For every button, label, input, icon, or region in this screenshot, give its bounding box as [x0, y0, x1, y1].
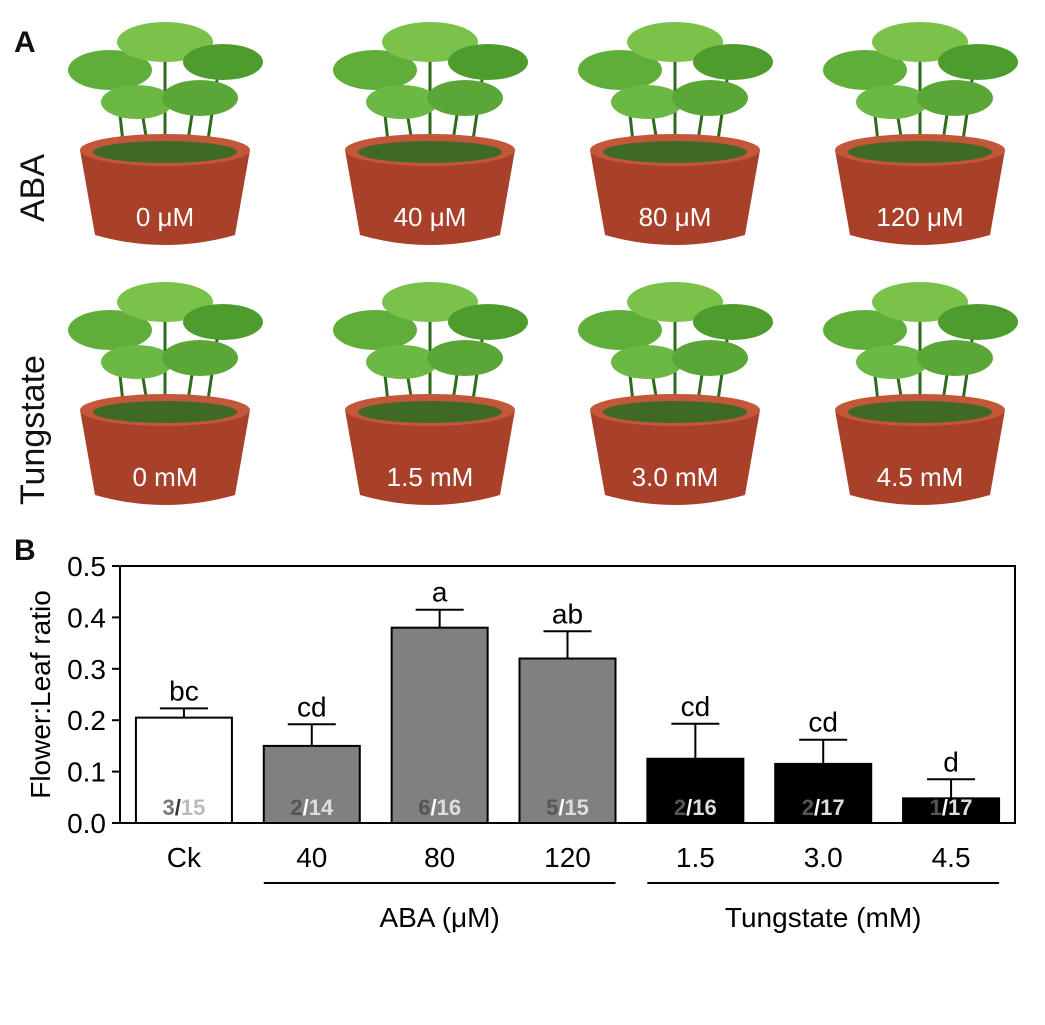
plant-pot-image	[333, 282, 528, 505]
panel-b-label: B	[14, 534, 36, 567]
dose-label: 0 mM	[132, 462, 198, 492]
dose-label: 0 μM	[135, 202, 195, 232]
plant-photo: 1.5 mM	[320, 270, 540, 515]
y-tick-label: 0.4	[67, 602, 106, 633]
plant-pot-image	[823, 282, 1018, 505]
plant-pot-image	[578, 22, 773, 245]
count-label: 2/17	[802, 795, 845, 820]
plant-photo: 4.5 mM	[810, 270, 1030, 515]
significance-letter: d	[943, 746, 959, 777]
significance-letter: cd	[808, 707, 838, 738]
plant-photo: 0 mM	[55, 270, 275, 515]
y-tick-label: 0.5	[67, 551, 106, 582]
significance-letter: cd	[297, 691, 327, 722]
dose-label: 120 μM	[876, 202, 964, 232]
dose-label: 3.0 mM	[631, 462, 719, 492]
group-label: Tungstate (mM)	[725, 902, 922, 933]
significance-letter: ab	[552, 598, 583, 629]
y-axis-label: Flower:Leaf ratio	[25, 590, 56, 799]
x-tick-label: 40	[296, 842, 327, 873]
count-label: 2/16	[674, 795, 717, 820]
plant-photo: 3.0 mM	[565, 270, 785, 515]
significance-letter: bc	[169, 675, 199, 706]
panel-a-label: A	[14, 26, 36, 59]
plant-pot-image	[68, 282, 263, 505]
bar	[902, 797, 1001, 825]
count-label: 6/16	[418, 795, 461, 820]
count-label: 3/15	[162, 795, 205, 820]
x-tick-label: Ck	[167, 842, 202, 873]
group-label: ABA (μM)	[379, 902, 499, 933]
x-tick-label: 4.5	[932, 842, 971, 873]
row-label-aba: ABA	[14, 153, 52, 222]
dose-label: 1.5 mM	[386, 462, 474, 492]
y-tick-label: 0.3	[67, 654, 106, 685]
plant-pot-image	[333, 22, 528, 245]
x-tick-label: 1.5	[676, 842, 715, 873]
x-tick-label: 3.0	[804, 842, 843, 873]
y-tick-label: 0.1	[67, 757, 106, 788]
plant-pot-image	[578, 282, 773, 505]
bar-chart: 0.0 0.1 0.2 0.3 0.4 0.5 Flower:Leaf ratio bc 3/1…	[25, 551, 1016, 933]
dose-label: 80 μM	[638, 202, 712, 232]
y-tick-label: 0.2	[67, 705, 106, 736]
y-tick-label: 0.0	[67, 808, 106, 839]
plant-pot-image	[68, 22, 263, 245]
plant-pot-image	[823, 22, 1018, 245]
count-label: 1/17	[930, 795, 973, 820]
count-label: 5/15	[546, 795, 589, 820]
bar	[774, 762, 873, 824]
plant-photo: 40 μM	[320, 10, 540, 255]
count-label: 2/14	[290, 795, 334, 820]
bar	[262, 744, 361, 824]
bar	[134, 716, 233, 825]
x-tick-label: 120	[544, 842, 591, 873]
x-tick-label: 80	[424, 842, 455, 873]
row-label-tungstate: Tungstate	[14, 355, 52, 505]
plant-photo: 0 μM	[55, 10, 275, 255]
significance-letter: a	[432, 577, 448, 608]
dose-label: 4.5 mM	[876, 462, 964, 492]
plant-photo: 120 μM	[810, 10, 1030, 255]
plant-photo: 80 μM	[565, 10, 785, 255]
bar	[518, 657, 617, 824]
bar	[390, 626, 489, 825]
dose-label: 40 μM	[393, 202, 467, 232]
significance-letter: cd	[681, 691, 711, 722]
